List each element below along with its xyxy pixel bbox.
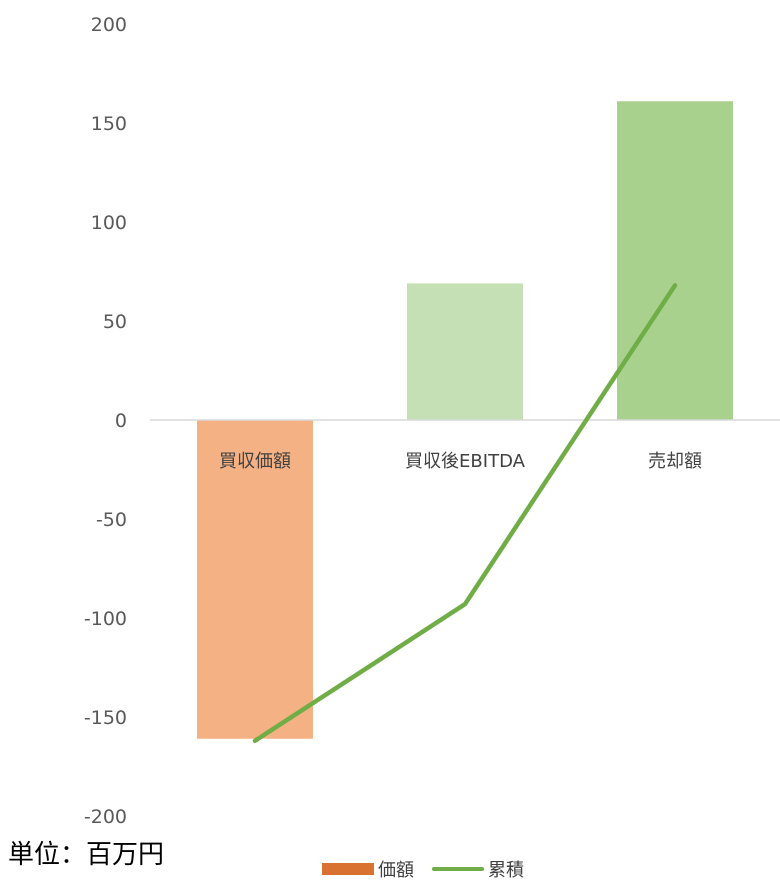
category-label: 買収後EBITDA bbox=[405, 451, 526, 472]
unit-label: 単位：百万円 bbox=[8, 840, 165, 870]
y-tick-label: 200 bbox=[91, 14, 127, 36]
cumulative-line bbox=[252, 283, 678, 744]
y-tick-label: -100 bbox=[84, 608, 127, 630]
legend-item-line: 累積 bbox=[432, 856, 524, 882]
legend-swatch-line bbox=[432, 867, 484, 871]
legend-swatch-bar bbox=[322, 863, 374, 875]
bar bbox=[197, 420, 313, 739]
legend-label-bar: 価額 bbox=[378, 860, 414, 881]
y-tick-label: 0 bbox=[115, 410, 127, 432]
bar bbox=[407, 283, 523, 420]
chart-legend: 価額 累積 bbox=[322, 856, 542, 882]
bar bbox=[617, 101, 733, 420]
y-tick-label: 50 bbox=[103, 311, 127, 333]
y-tick-label: 150 bbox=[91, 113, 127, 135]
category-label: 売却額 bbox=[648, 451, 702, 472]
legend-label-line: 累積 bbox=[488, 860, 524, 881]
y-tick-label: -50 bbox=[96, 509, 127, 531]
y-tick-label: -200 bbox=[84, 806, 127, 828]
y-tick-label: -150 bbox=[84, 707, 127, 729]
category-label: 買収価額 bbox=[219, 451, 291, 472]
legend-item-bar: 価額 bbox=[322, 856, 414, 882]
y-tick-label: 100 bbox=[91, 212, 127, 234]
